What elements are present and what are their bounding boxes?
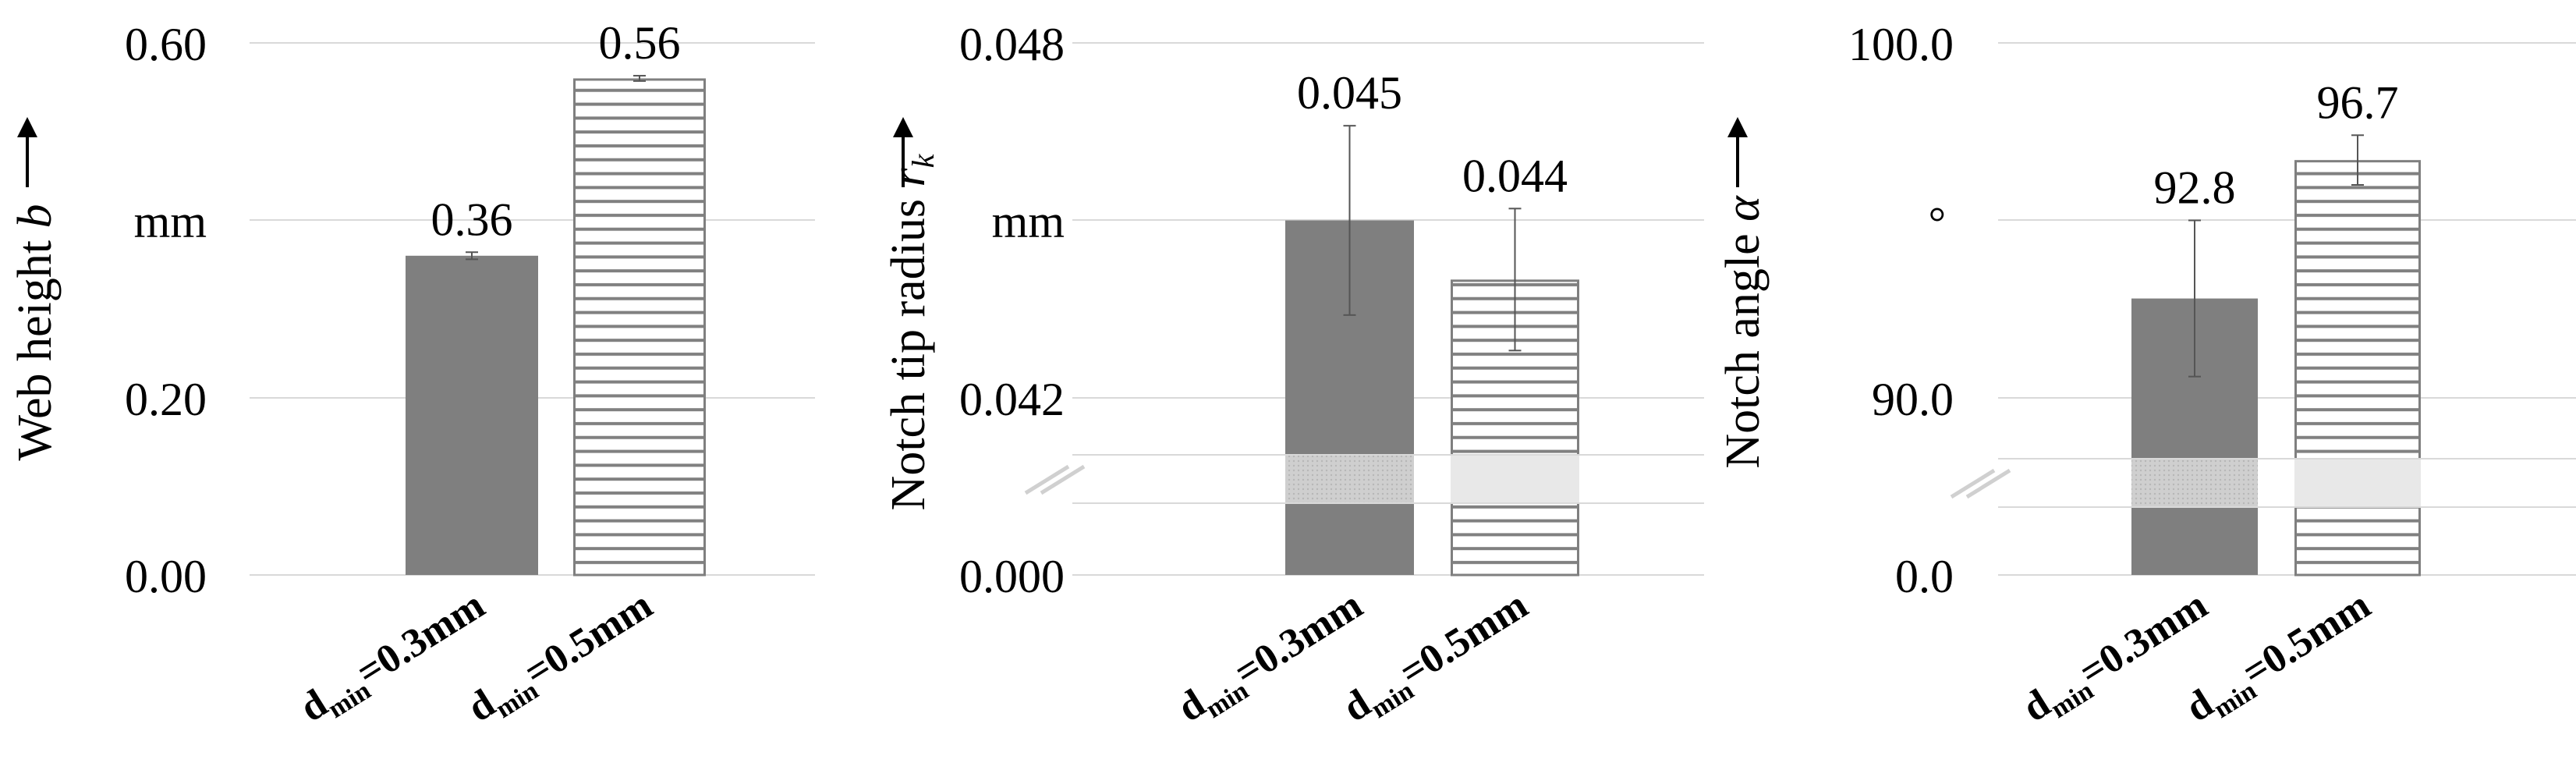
bar <box>573 78 706 577</box>
y-axis-title-word: Web height <box>9 228 62 460</box>
axis-break-mark <box>1950 468 2011 499</box>
y-tick-label: 0.00 <box>125 551 207 602</box>
y-tick-label: 0.60 <box>125 19 207 70</box>
data-label: 0.045 <box>1297 67 1402 119</box>
arrow-up-icon <box>893 117 913 137</box>
arrow-up-icon <box>17 117 37 137</box>
y-tick-label: 0.20 <box>125 374 207 425</box>
category-rest: =0.5mm <box>1392 583 1536 695</box>
category-label: dmin=0.3mm <box>2015 583 2219 736</box>
y-axis-title: Notch tip radius rk <box>882 153 941 510</box>
category-label-text: dmin=0.3mm <box>2015 583 2219 736</box>
axis-break-fill <box>2294 459 2421 507</box>
y-tick-label: 0.0 <box>1895 551 1954 602</box>
y-unit-label: ° <box>1929 199 1946 247</box>
category-label-text: dmin=0.3mm <box>292 583 496 736</box>
y-axis-title: Web height b <box>9 204 62 460</box>
y-axis-title: Notch angle α <box>1717 195 1770 469</box>
category-label: dmin=0.5mm <box>1335 583 1539 736</box>
category-label: dmin=0.5mm <box>2178 583 2382 736</box>
data-label: 0.044 <box>1462 150 1568 201</box>
category-label-text: dmin=0.5mm <box>1335 583 1539 736</box>
data-label: 0.56 <box>599 17 681 69</box>
bar <box>1451 279 1579 577</box>
arrow-up-icon <box>1727 117 1748 137</box>
y-axis-title-text: Web height b <box>9 204 62 460</box>
category-label: dmin=0.3mm <box>292 583 496 736</box>
y-unit-label: mm <box>134 196 207 247</box>
y-axis-title-symbol: b <box>9 204 62 228</box>
axis-break-fill <box>1451 455 1579 503</box>
axis-break-band <box>1998 459 2576 507</box>
category-rest: =0.3mm <box>349 583 492 695</box>
y-axis-title-word: Notch angle <box>1717 222 1770 469</box>
y-axis-title-word: Notch tip radius <box>882 186 935 510</box>
data-label: 92.8 <box>2154 162 2236 214</box>
category-label: dmin=0.5mm <box>460 583 664 736</box>
category-label-text: dmin=0.3mm <box>1170 583 1373 736</box>
category-rest: =0.5mm <box>2234 583 2378 695</box>
category-rest: =0.5mm <box>516 583 660 695</box>
chart-panel-1: 0.60 0.20 0.00 mm 0.36 0.56 Web height b dmin=0… <box>9 17 815 736</box>
axis-break-mark <box>1024 464 1086 495</box>
data-label: 0.36 <box>431 193 513 245</box>
data-label: 96.7 <box>2317 76 2399 128</box>
y-tick-label: 100.0 <box>1848 19 1954 70</box>
axis-break-fill <box>2131 459 2258 507</box>
category-rest: =0.3mm <box>2071 583 2215 695</box>
y-tick-label: 90.0 <box>1872 374 1954 425</box>
y-tick-label: 0.000 <box>959 551 1065 602</box>
category-label-text: dmin=0.5mm <box>460 583 664 736</box>
y-axis-title-subscript: k <box>905 153 941 168</box>
bar <box>2294 160 2421 577</box>
y-tick-label: 0.048 <box>959 19 1065 70</box>
chart-panel-2: 0.048 0.042 0.000 mm 0.045 0.044 Notch tip rad… <box>882 19 1704 736</box>
bar <box>406 255 538 575</box>
y-axis-title-text: Notch angle α <box>1717 195 1770 469</box>
y-unit-label: mm <box>992 196 1065 247</box>
y-axis-title-symbol: r <box>882 167 935 186</box>
axis-break-fill <box>1285 455 1414 503</box>
y-axis-title-text: Notch tip radius rk <box>882 153 941 510</box>
y-axis-title-symbol: α <box>1717 195 1770 222</box>
category-rest: =0.3mm <box>1227 583 1370 695</box>
category-label: dmin=0.3mm <box>1170 583 1373 736</box>
chart-panel-3: 100.0 90.0 0.0 ° 92.8 96.7 Notch angle α dmin=0… <box>1717 19 2576 736</box>
category-label-text: dmin=0.5mm <box>2178 583 2382 736</box>
y-tick-label: 0.042 <box>959 374 1065 425</box>
